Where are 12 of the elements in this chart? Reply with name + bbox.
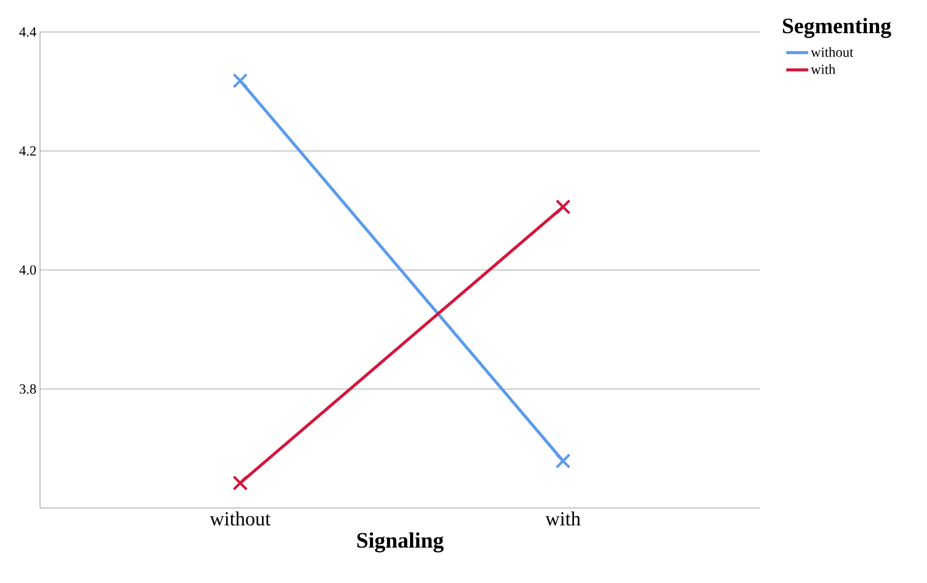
point [232, 73, 248, 88]
x-axis-title: Signaling [357, 532, 444, 552]
legend-label: without [810, 47, 854, 57]
y-tick-label: 4.2 [19, 146, 36, 156]
y-tick-label: 4.0 [19, 265, 36, 275]
legend-title: Segmenting [782, 18, 892, 38]
y-tick-label: 3.8 [20, 384, 36, 394]
legend-label: with [810, 64, 836, 74]
point [555, 199, 571, 215]
point [555, 453, 571, 469]
y-tick-label: 4.4 [19, 27, 36, 37]
point [232, 475, 248, 491]
